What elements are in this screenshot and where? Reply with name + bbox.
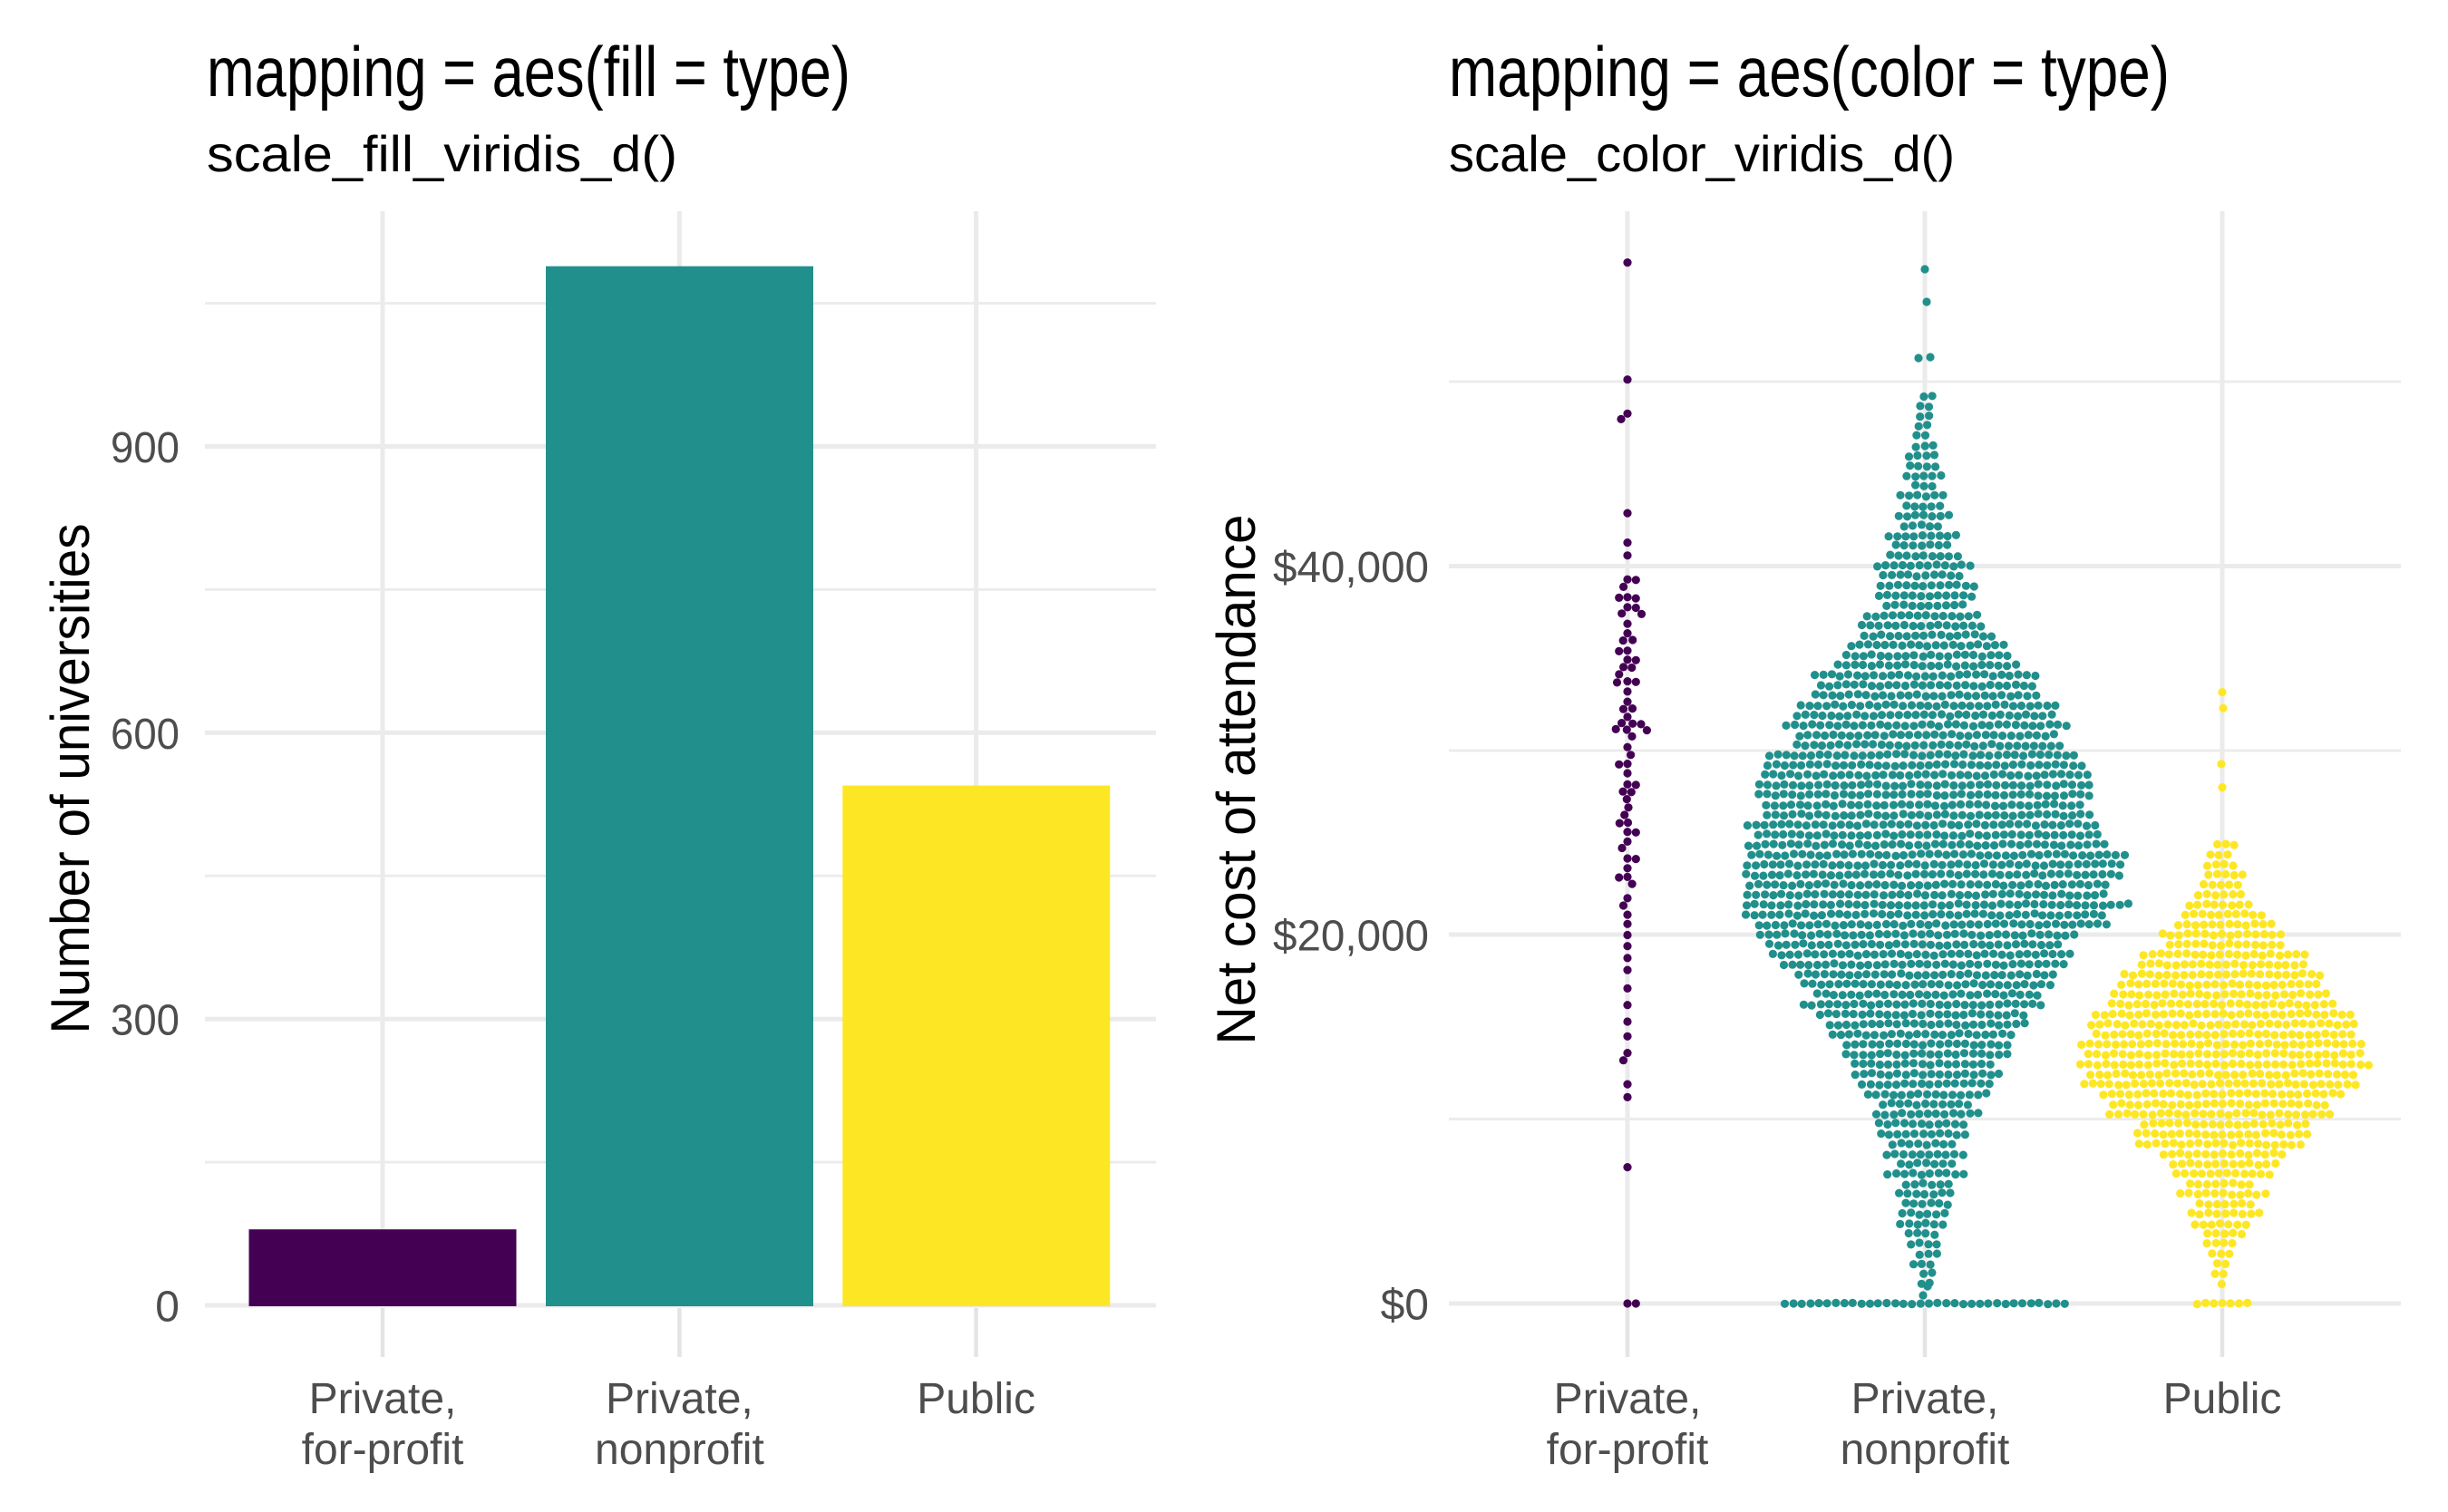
svg-text:scale_color_viridis_d(): scale_color_viridis_d()	[1449, 125, 1955, 182]
svg-text:Private,: Private,	[1851, 1375, 1999, 1423]
svg-text:$0: $0	[1381, 1282, 1429, 1330]
svg-text:nonprofit: nonprofit	[1841, 1426, 2010, 1474]
svg-text:900: 900	[111, 424, 180, 472]
svg-text:for-profit: for-profit	[302, 1426, 464, 1474]
svg-text:Private,: Private,	[309, 1375, 457, 1423]
svg-text:Private,: Private,	[1554, 1375, 1702, 1423]
svg-text:scale_fill_viridis_d(): scale_fill_viridis_d()	[207, 125, 677, 182]
svg-text:$20,000: $20,000	[1273, 913, 1429, 961]
svg-text:Public: Public	[2163, 1375, 2282, 1423]
svg-text:Private,: Private,	[606, 1375, 753, 1423]
svg-text:Number of universities: Number of universities	[40, 524, 101, 1034]
svg-text:Public: Public	[917, 1375, 1035, 1423]
svg-text:600: 600	[111, 711, 180, 759]
svg-text:0: 0	[155, 1284, 180, 1332]
svg-text:mapping = aes(color = type): mapping = aes(color = type)	[1449, 32, 2170, 111]
svg-text:for-profit: for-profit	[1547, 1426, 1709, 1474]
svg-text:nonprofit: nonprofit	[595, 1426, 764, 1474]
svg-text:$40,000: $40,000	[1273, 544, 1429, 592]
svg-text:300: 300	[111, 997, 180, 1045]
svg-text:mapping = aes(fill = type): mapping = aes(fill = type)	[207, 32, 850, 111]
svg-text:Net cost of attendance: Net cost of attendance	[1206, 515, 1267, 1045]
